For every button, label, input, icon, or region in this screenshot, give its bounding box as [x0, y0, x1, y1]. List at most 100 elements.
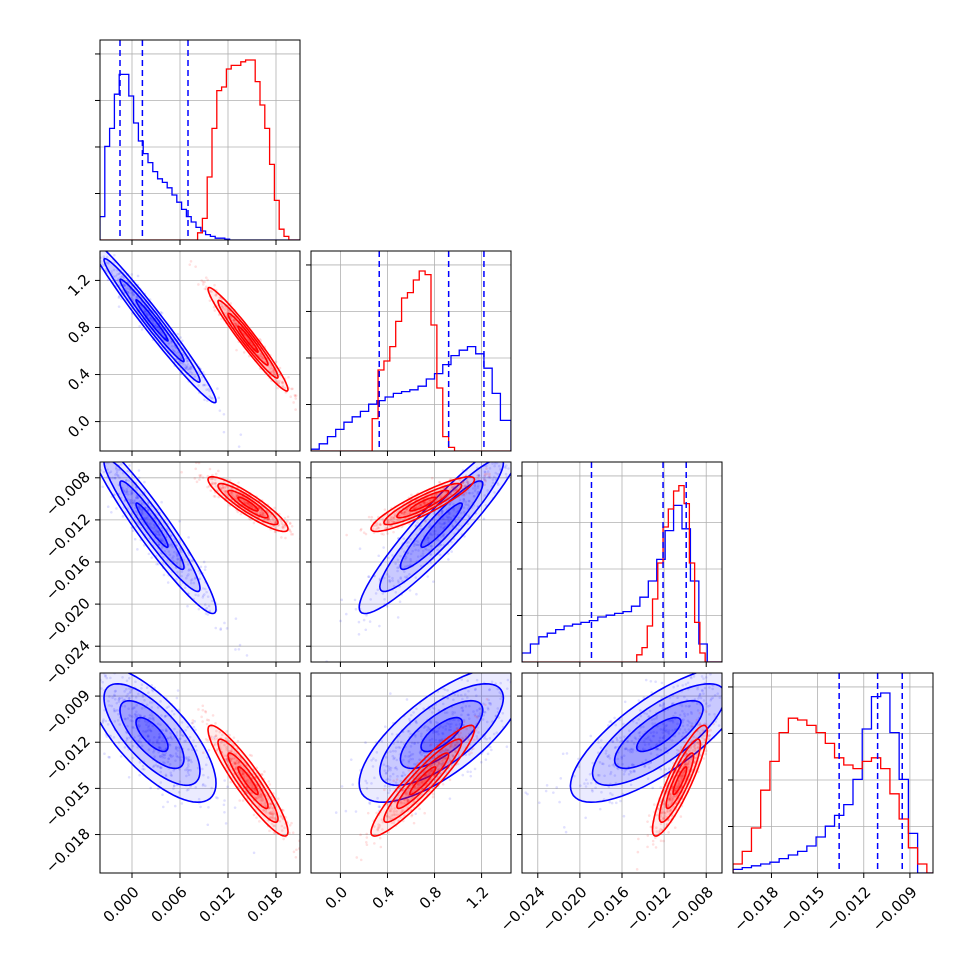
scatter-point: [265, 518, 269, 522]
scatter-point: [367, 515, 371, 519]
scatter-point: [133, 499, 137, 502]
scatter-point: [213, 478, 217, 481]
scatter-point: [236, 761, 240, 765]
scatter-point: [238, 643, 242, 647]
scatter-point: [261, 513, 264, 517]
scatter-point: [383, 597, 386, 601]
scatter-point: [495, 462, 499, 465]
scatter-point: [236, 494, 239, 498]
scatter-point: [408, 589, 412, 592]
scatter-point: [224, 308, 227, 311]
scatter-point: [400, 511, 403, 515]
scatter-point: [156, 562, 160, 566]
scatter-point: [233, 322, 237, 325]
scatter-point: [105, 735, 109, 738]
contour-blue: [420, 716, 464, 753]
scatter-point: [147, 717, 151, 720]
scatter-point: [164, 774, 168, 778]
scatter-point: [272, 824, 275, 827]
scatter-point: [603, 774, 606, 778]
scatter-point: [385, 771, 388, 775]
scatter-point: [468, 491, 472, 495]
scatter-point: [261, 512, 265, 516]
scatter-point: [116, 278, 120, 282]
scatter-point: [441, 695, 445, 698]
scatter-point: [436, 763, 440, 767]
scatter-point: [464, 491, 468, 495]
scatter-point: [637, 718, 641, 721]
scatter-point: [648, 738, 652, 741]
scatter-point: [524, 791, 528, 794]
scatter-point: [404, 796, 408, 800]
scatter-point: [276, 386, 279, 390]
scatter-point: [207, 748, 211, 752]
scatter-point: [274, 360, 278, 364]
scatter-point: [648, 709, 652, 713]
scatter-point: [217, 469, 220, 473]
scatter-point: [119, 755, 123, 758]
scatter-point: [261, 799, 264, 802]
scatter-point: [462, 720, 466, 724]
scatter-point: [149, 717, 153, 720]
scatter-point: [340, 785, 344, 788]
scatter-point: [139, 736, 142, 740]
scatter-point: [158, 735, 162, 738]
scatter-point: [398, 514, 402, 518]
scatter-point: [187, 762, 190, 766]
scatter-point: [261, 356, 265, 359]
scatter-point: [461, 773, 465, 777]
scatter-point: [138, 517, 142, 521]
scatter-point: [271, 370, 275, 373]
scatter-point: [145, 686, 149, 690]
scatter-point: [456, 762, 460, 766]
scatter-point: [149, 729, 153, 733]
scatter-point: [396, 569, 399, 573]
scatter-point: [166, 800, 170, 804]
scatter-point: [362, 531, 366, 534]
scatter-point: [422, 501, 426, 504]
scatter-point: [127, 775, 131, 779]
scatter-point: [224, 485, 228, 488]
scatter-point: [388, 579, 392, 582]
scatter-point: [149, 318, 153, 321]
scatter-point: [506, 678, 510, 682]
scatter-point: [430, 711, 434, 714]
scatter-point: [414, 735, 417, 738]
scatter-point: [210, 735, 213, 739]
scatter-point: [427, 774, 431, 777]
scatter-point: [144, 506, 147, 510]
scatter-point: [104, 462, 108, 465]
scatter-point: [390, 807, 393, 811]
scatter-point: [213, 482, 217, 485]
scatter-point: [191, 721, 195, 725]
scatter-point: [408, 717, 411, 721]
scatter-point: [171, 557, 174, 560]
scatter-point: [268, 783, 272, 786]
scatter-point: [209, 477, 212, 481]
scatter-point: [420, 732, 423, 736]
scatter-point: [399, 576, 402, 579]
scatter-point: [396, 740, 400, 744]
scatter-point: [132, 706, 135, 710]
scatter-point: [167, 705, 170, 708]
scatter-point: [393, 756, 396, 760]
scatter-point: [437, 726, 441, 730]
contour-blue: [100, 251, 217, 404]
scatter-point: [169, 736, 172, 740]
scatter-point: [137, 692, 140, 696]
scatter-point: [123, 690, 126, 693]
scatter-point: [159, 311, 163, 314]
scatter-point: [127, 707, 130, 711]
scatter-point: [264, 810, 268, 814]
scatter-point: [176, 689, 180, 692]
scatter-point: [222, 754, 226, 758]
scatter-point: [475, 694, 478, 697]
scatter-point: [184, 576, 188, 580]
scatter-point: [280, 380, 284, 384]
scatter-point: [708, 704, 712, 707]
scatter-point: [405, 792, 409, 796]
scatter-point: [157, 750, 160, 754]
scatter-point: [633, 770, 637, 773]
scatter-point: [187, 536, 190, 539]
scatter-point: [714, 720, 717, 723]
